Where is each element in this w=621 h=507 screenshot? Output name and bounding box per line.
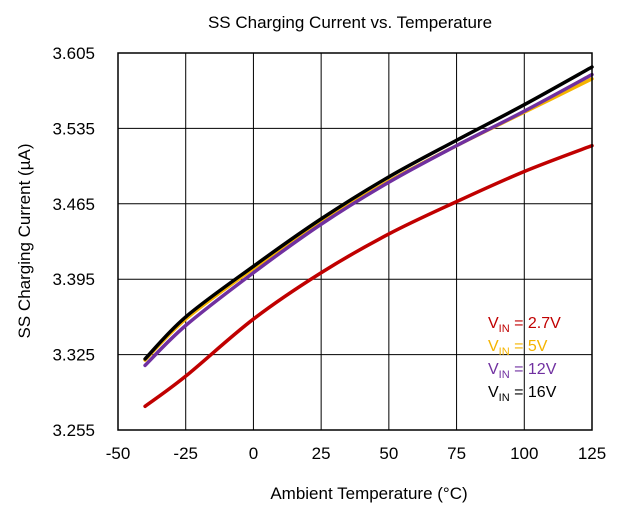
series-line-2 [143,72,594,368]
legend: VIN = 2.7V VIN = 5V VIN = 12V VIN = 16V [488,315,561,404]
y-tick-label: 3.255 [52,421,95,440]
plot-frame [117,52,593,431]
y-tick-label: 3.605 [52,44,95,63]
chart-title: SS Charging Current vs. Temperature [208,13,492,32]
x-tick-label: -25 [173,444,198,463]
y-tick-label: 3.325 [52,346,95,365]
x-tick-label: 75 [447,444,466,463]
series-line-0 [143,143,594,409]
series-group [143,65,594,409]
legend-entry-2: VIN = 12V [488,361,557,381]
series-line-3 [143,65,594,361]
y-tick-label: 3.535 [52,119,95,138]
y-tick-label: 3.395 [52,270,95,289]
y-axis-label: SS Charging Current (µA) [15,144,34,339]
x-tick-labels: -50 -25 0 25 50 75 100 125 [106,444,606,463]
x-tick-label: -50 [106,444,131,463]
y-tick-labels: 3.255 3.325 3.395 3.465 3.535 3.605 [52,44,95,440]
x-axis-label: Ambient Temperature (°C) [270,484,467,503]
legend-entry-3: VIN = 16V [488,384,557,404]
x-tick-label: 100 [510,444,538,463]
x-tick-label: 50 [379,444,398,463]
x-tick-label: 0 [249,444,258,463]
legend-entry-0: VIN = 2.7V [488,315,561,335]
x-tick-label: 25 [312,444,331,463]
legend-entry-1: VIN = 5V [488,338,548,358]
y-tick-label: 3.465 [52,195,95,214]
x-tick-label: 125 [578,444,606,463]
